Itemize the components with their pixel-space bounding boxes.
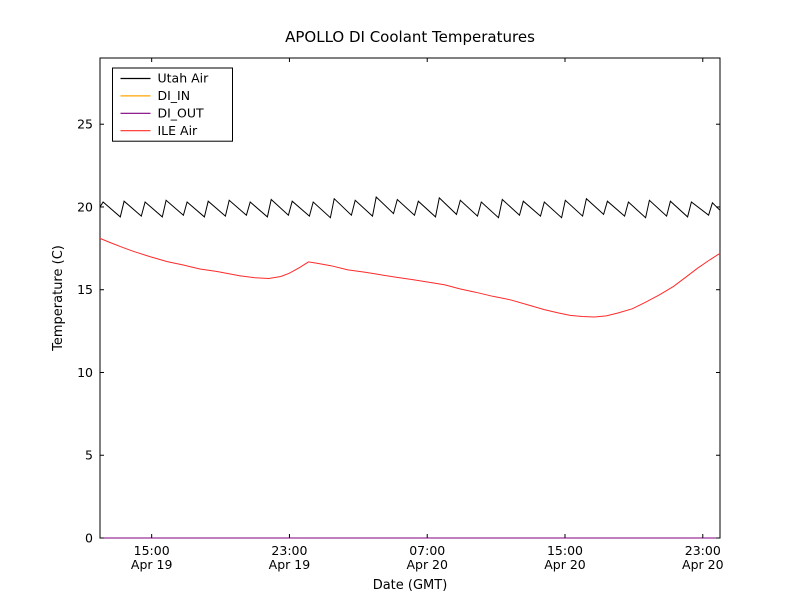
x-tick-label-time: 23:00 (685, 543, 721, 558)
y-tick-label: 0 (85, 531, 93, 546)
legend-item-ile-air: ILE Air (120, 123, 199, 138)
x-tick-label-date: Apr 19 (131, 557, 173, 572)
y-tick-label: 25 (77, 117, 93, 132)
legend-box (112, 67, 233, 142)
x-tick-label-date: Apr 19 (269, 557, 311, 572)
x-tick-label-date: Apr 20 (406, 557, 448, 572)
x-axis-label: Date (GMT) (373, 578, 448, 593)
y-tick-label: 5 (85, 448, 93, 463)
series-line-ile-air (99, 237, 721, 318)
y-tick-label: 10 (77, 365, 93, 380)
x-tick-label-date: Apr 20 (544, 557, 586, 572)
legend-item-utah-air: Utah Air (120, 71, 210, 86)
x-tick-label-time: 23:00 (271, 543, 307, 558)
legend-label-ile-air: ILE Air (158, 123, 199, 138)
axis-ticks (100, 58, 720, 539)
x-tick-label-time: 07:00 (409, 543, 445, 558)
chart-title: APOLLO DI Coolant Temperatures (285, 28, 535, 46)
x-tick-label-time: 15:00 (134, 543, 170, 558)
legend-item-di-in: DI_IN (120, 88, 191, 103)
series-lines (99, 196, 721, 539)
legend-label-utah-air: Utah Air (158, 71, 210, 86)
y-tick-label: 15 (77, 282, 93, 297)
legend-label-di-in: DI_IN (158, 88, 191, 103)
legend: Utah Air DI_IN DI_OUT ILE Air (112, 67, 233, 142)
series-line-utah-air (99, 196, 721, 219)
legend-item-di-out: DI_OUT (120, 106, 205, 121)
x-tick-label-date: Apr 20 (682, 557, 724, 572)
y-tick-label: 20 (77, 199, 93, 214)
legend-label-di-out: DI_OUT (158, 106, 205, 121)
x-tick-label-time: 15:00 (547, 543, 583, 558)
y-axis-label: Temperature (C) (51, 245, 66, 352)
